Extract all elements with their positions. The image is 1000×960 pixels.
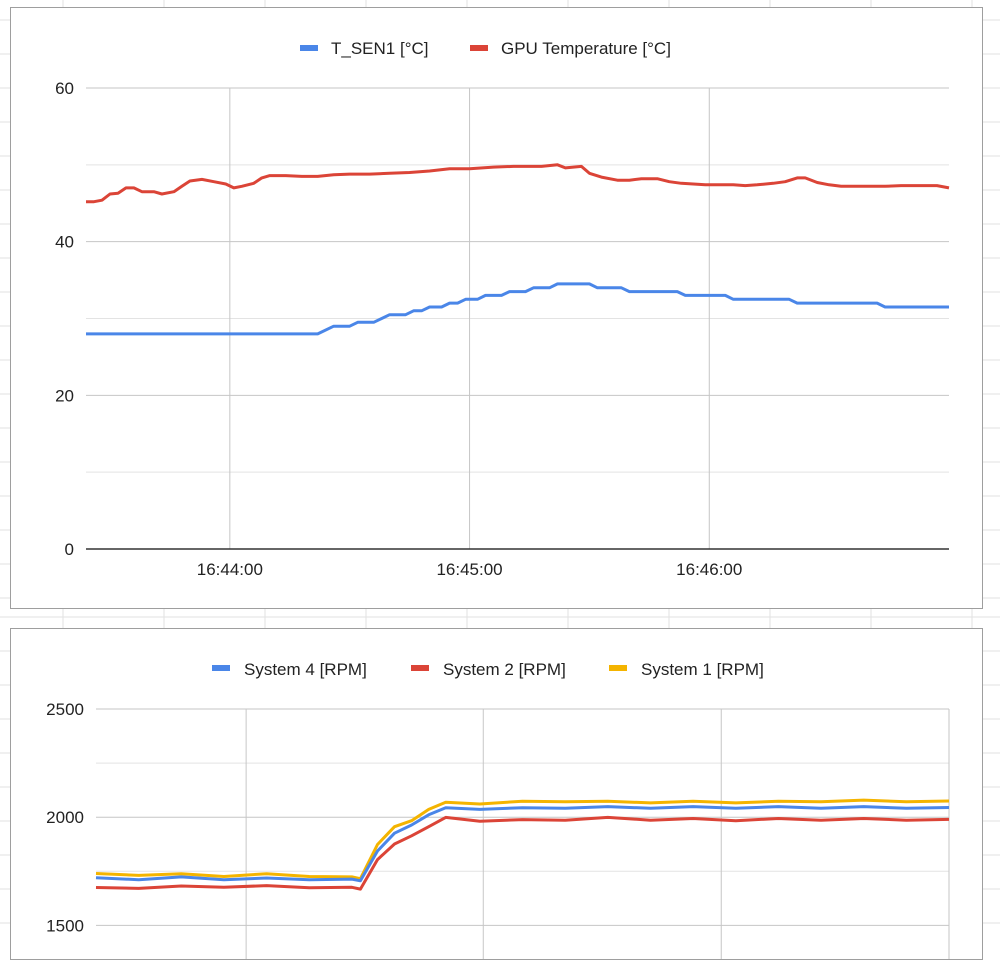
series-line-system-1 (95, 798, 950, 881)
temperature-tick-labels: 0 20 40 60 16:44:00 16:45:00 16:46:00 (55, 79, 742, 579)
y-tick-label: 0 (65, 540, 74, 559)
y-tick-label: 40 (55, 233, 74, 252)
x-tick-label: 16:45:00 (436, 560, 502, 579)
fan-speed-tick-labels: 1500 2000 2500 (46, 700, 84, 935)
fan-speed-legend: System 4 [RPM] System 2 [RPM] System 1 [RP… (212, 660, 764, 679)
y-tick-label: 2500 (46, 700, 84, 719)
y-tick-label: 2000 (46, 808, 84, 827)
series-line-gpu-temperature (86, 163, 950, 204)
x-tick-label: 16:44:00 (197, 560, 263, 579)
legend-system-4-swatch (212, 665, 230, 671)
x-tick-label: 16:46:00 (676, 560, 742, 579)
legend-t-sen1-swatch (300, 45, 318, 51)
fan-speed-chart-svg: 1500 2000 2500 System 4 [RPM] System 2 [RPM… (46, 660, 950, 959)
temperature-chart-svg: 0 20 40 60 16:44:00 16:45:00 16:46:00 T_SEN1 [… (55, 39, 950, 579)
legend-system-1-swatch (609, 665, 627, 671)
fan-speed-series-lines (95, 798, 950, 891)
legend-system-2-label: System 2 [RPM] (443, 660, 566, 679)
temperature-chart[interactable]: 0 20 40 60 16:44:00 16:45:00 16:46:00 T_SEN1 [… (10, 7, 983, 609)
y-tick-label: 1500 (46, 916, 84, 935)
series-line-system-4 (95, 805, 950, 883)
legend-system-1-label: System 1 [RPM] (641, 660, 764, 679)
legend-system-4-label: System 4 [RPM] (244, 660, 367, 679)
y-tick-label: 60 (55, 79, 74, 98)
fan-speed-chart[interactable]: 1500 2000 2500 System 4 [RPM] System 2 [RPM… (10, 628, 983, 960)
legend-system-2-swatch (411, 665, 429, 671)
legend-gpu-temperature-swatch (470, 45, 488, 51)
series-line-t-sen1 (86, 282, 949, 336)
fan-speed-gridlines (96, 708, 950, 959)
legend-gpu-temperature-label: GPU Temperature [°C] (501, 39, 671, 58)
legend-t-sen1-label: T_SEN1 [°C] (331, 39, 429, 58)
temperature-series-lines (86, 163, 950, 336)
temperature-gridlines (86, 87, 949, 550)
series-line-system-2 (95, 815, 950, 891)
y-tick-label: 20 (55, 386, 74, 405)
temperature-legend: T_SEN1 [°C] GPU Temperature [°C] (300, 39, 671, 58)
